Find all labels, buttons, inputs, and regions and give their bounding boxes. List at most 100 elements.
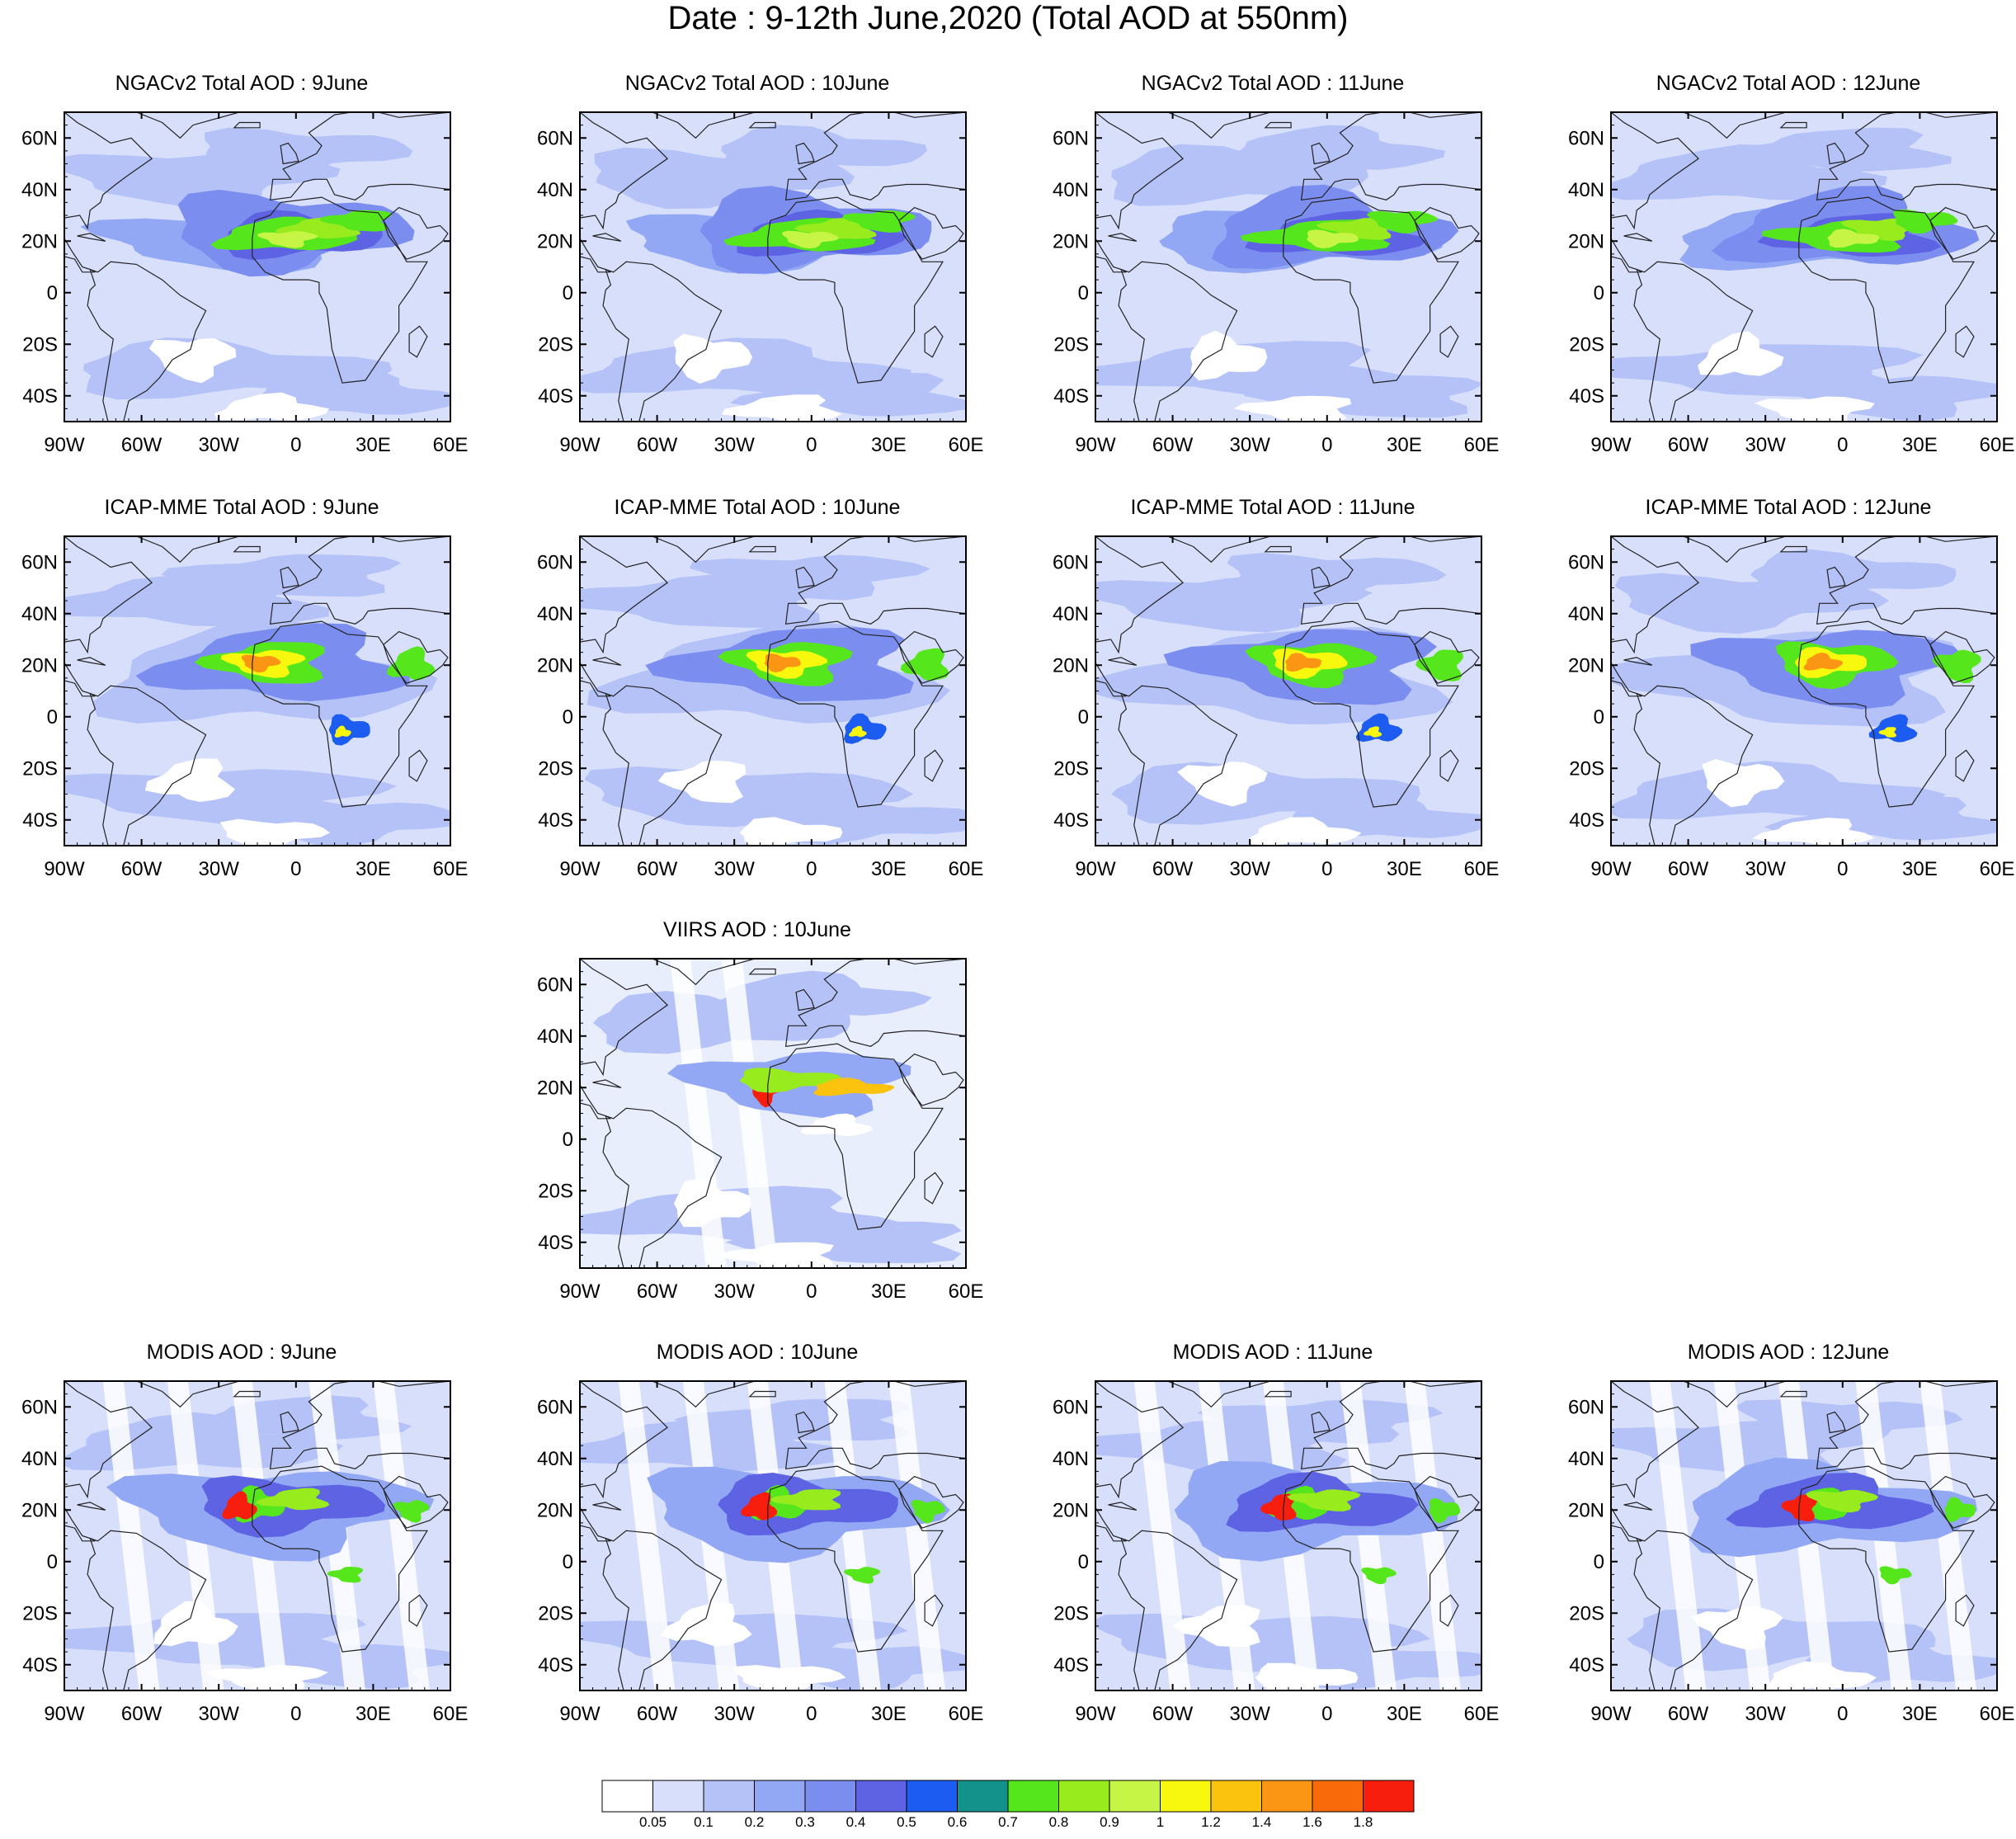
aod-contour: [800, 1113, 874, 1136]
y-tick-label: 40N: [1568, 603, 1604, 625]
panel-title: MODIS AOD : 11June: [1172, 1341, 1373, 1364]
x-tick-label: 60E: [433, 434, 469, 456]
coastline-madagascar: [1439, 325, 1459, 358]
aod-contour: [1287, 1489, 1361, 1511]
coastline-africa: [1798, 620, 1975, 808]
x-tick-label: 60E: [1980, 434, 2015, 456]
swath-gap: [670, 959, 727, 1268]
map-panel: ICAP-MME Total AOD : 9June 90W 60W 30W 0 30E 6…: [8, 495, 475, 899]
coastline-cuba: [77, 657, 106, 666]
aod-contour: [1415, 649, 1463, 681]
x-tick-label: 30E: [1902, 858, 1938, 880]
aod-contour: [673, 333, 753, 384]
aod-contour: [673, 1398, 911, 1441]
coastline-south-america: [87, 261, 207, 422]
map-panel: NGACv2 Total AOD : 9June 90W 60W 30W 0 30E 60E…: [8, 71, 475, 475]
coastline-europe: [1816, 112, 1997, 200]
colorbar-label: 1.2: [1201, 1814, 1221, 1828]
y-tick-label: 20N: [21, 230, 58, 252]
y-tick-label: 20S: [1569, 757, 1604, 780]
aod-map: 90W 60W 30W 0 30E 60E 60N 40N 20N 0 20S 40S: [1568, 1380, 2014, 1725]
coastline-madagascar: [924, 749, 944, 782]
aod-contour: [1709, 127, 1952, 172]
x-tick-label: 30E: [871, 434, 907, 456]
coastline-south-america: [602, 261, 723, 422]
x-tick-label: 30E: [1387, 1703, 1422, 1725]
colorbar-label: 0.6: [948, 1814, 968, 1828]
colorbar-box: [1363, 1780, 1415, 1813]
x-tick-label: 30W: [714, 1703, 756, 1725]
aod-contour: [1879, 1566, 1912, 1585]
y-tick-label: 20S: [22, 1602, 58, 1624]
coastline-iceland: [233, 1390, 261, 1398]
y-tick-label: 40N: [1053, 603, 1089, 625]
x-tick-label: 30E: [871, 858, 907, 880]
aod-contour: [1249, 817, 1362, 846]
y-tick-label: 20S: [538, 333, 573, 356]
x-tick-label: 60W: [637, 434, 678, 456]
swath-gap: [1404, 1381, 1461, 1690]
y-tick-label: 20N: [1053, 230, 1089, 252]
y-tick-label: 40N: [1053, 179, 1089, 201]
aod-contour: [1211, 125, 1445, 170]
x-tick-label: 0: [806, 858, 817, 880]
colorbar-label: 0.7: [998, 1814, 1018, 1828]
coastline-cuba: [77, 1502, 106, 1511]
coastline-madagascar: [1955, 1594, 1975, 1627]
y-tick-label: 20S: [22, 757, 58, 780]
y-tick-label: 0: [563, 1551, 573, 1573]
coastline-arabia: [898, 206, 964, 260]
coastline-south-america: [1633, 261, 1754, 422]
map-panel: ICAP-MME Total AOD : 11June 90W 60W 30W 0 30E…: [1039, 495, 1506, 899]
aod-contour: [214, 392, 330, 421]
coastline-uk: [1311, 566, 1331, 589]
coastline-north-america: [580, 1381, 669, 1499]
y-tick-label: 40S: [22, 1654, 58, 1676]
aod-contour: [1944, 1497, 1976, 1522]
coastline-central-america: [1611, 237, 1642, 273]
x-tick-label: 60W: [1152, 434, 1194, 456]
colorbar-label: 0.4: [846, 1814, 866, 1828]
coastline-north-america: [1611, 112, 1700, 230]
aod-map: 90W 60W 30W 0 30E 60E 60N 40N 20N 0 20S 40S: [537, 111, 984, 456]
x-tick-label: 60E: [949, 434, 984, 456]
coastline-uk: [1826, 1411, 1846, 1434]
panel-title: NGACv2 Total AOD : 9June: [115, 72, 369, 95]
x-tick-label: 60E: [949, 858, 984, 880]
coastline-uk: [280, 1411, 299, 1434]
y-tick-label: 40S: [1053, 385, 1089, 408]
aod-colorbar: 0.05 0.1 0.2 0.3 0.4 0.5 0.6 0.7 0.8 0.9 1 1.2 1.4 1.…: [601, 1780, 1415, 1828]
y-tick-label: 60N: [21, 1396, 58, 1418]
y-tick-label: 0: [1078, 1551, 1089, 1573]
y-tick-label: 60N: [21, 551, 58, 573]
aod-contour: [1177, 762, 1268, 807]
x-tick-label: 0: [1837, 434, 1848, 456]
aod-contour: [1702, 759, 1785, 808]
coastline-africa: [1798, 1465, 1975, 1653]
colorbar-box: [906, 1780, 958, 1813]
coastline-central-america: [580, 237, 611, 273]
x-tick-label: 0: [290, 434, 301, 456]
coastline-arabia: [383, 630, 449, 684]
coastline-madagascar: [924, 1172, 944, 1205]
x-tick-label: 0: [806, 434, 817, 456]
coastline-uk: [280, 566, 299, 589]
aod-contour: [722, 394, 842, 422]
aod-contour: [204, 127, 413, 177]
y-tick-label: 0: [563, 1129, 573, 1151]
map-panel: ICAP-MME Total AOD : 12June 90W 60W 30W 0 30E…: [1555, 495, 2016, 899]
aod-contour: [689, 554, 930, 601]
y-tick-label: 20S: [1569, 333, 1604, 356]
coastline-north-america: [1095, 112, 1185, 230]
coastline-north-america: [580, 536, 669, 654]
coastline-cuba: [1623, 657, 1653, 666]
y-tick-label: 20S: [538, 1180, 573, 1202]
coastline-arabia: [1414, 1475, 1480, 1529]
aod-contour: [328, 714, 370, 746]
aod-contour: [166, 1395, 412, 1441]
x-tick-label: 30W: [199, 858, 240, 880]
coastline-iceland: [748, 545, 776, 553]
y-tick-label: 20S: [1053, 1602, 1089, 1624]
coastline-uk: [1826, 566, 1846, 589]
x-tick-label: 90W: [559, 858, 601, 880]
